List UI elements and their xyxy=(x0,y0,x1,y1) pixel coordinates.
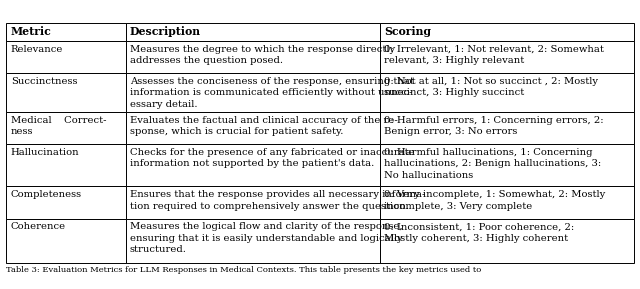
Text: 0: Inconsistent, 1: Poor coherence, 2:
Mostly coherent, 3: Highly coherent: 0: Inconsistent, 1: Poor coherence, 2: M… xyxy=(384,222,574,243)
Text: 0: Not at all, 1: Not so succinct , 2: Mostly
succinct, 3: Highly succinct: 0: Not at all, 1: Not so succinct , 2: M… xyxy=(384,77,598,97)
Bar xyxy=(380,144,634,186)
Bar xyxy=(125,73,380,112)
Bar xyxy=(6,186,125,218)
Text: 0: Harmful errors, 1: Concerning errors, 2:
Benign error, 3: No errors: 0: Harmful errors, 1: Concerning errors,… xyxy=(384,116,604,136)
Text: Hallucination: Hallucination xyxy=(11,148,79,157)
Text: Scoring: Scoring xyxy=(384,26,431,37)
Text: Coherence: Coherence xyxy=(11,222,66,231)
Bar xyxy=(6,218,125,264)
Bar xyxy=(6,73,125,112)
Bar xyxy=(125,41,380,73)
Bar xyxy=(380,41,634,73)
Text: Table 3: Evaluation Metrics for LLM Responses in Medical Contexts. This table pr: Table 3: Evaluation Metrics for LLM Resp… xyxy=(6,266,482,274)
Bar xyxy=(125,112,380,144)
Bar xyxy=(380,73,634,112)
Text: Completeness: Completeness xyxy=(11,190,82,199)
Bar xyxy=(6,144,125,186)
Bar xyxy=(125,23,380,41)
Text: 0: Harmful hallucinations, 1: Concerning
hallucinations, 2: Benign hallucination: 0: Harmful hallucinations, 1: Concerning… xyxy=(384,148,601,180)
Text: Relevance: Relevance xyxy=(11,45,63,54)
Text: Ensures that the response provides all necessary informa-
tion required to compr: Ensures that the response provides all n… xyxy=(130,190,426,211)
Text: Assesses the conciseness of the response, ensuring that
information is communica: Assesses the conciseness of the response… xyxy=(130,77,414,109)
Bar xyxy=(6,112,125,144)
Text: Succinctness: Succinctness xyxy=(11,77,77,86)
Text: 0: Very incomplete, 1: Somewhat, 2: Mostly
incomplete, 3: Very complete: 0: Very incomplete, 1: Somewhat, 2: Most… xyxy=(384,190,605,211)
Bar xyxy=(125,218,380,264)
Bar xyxy=(380,23,634,41)
Bar xyxy=(380,218,634,264)
Bar xyxy=(6,41,125,73)
Text: Description: Description xyxy=(130,26,201,37)
Text: Medical    Correct-
ness: Medical Correct- ness xyxy=(11,116,106,136)
Bar xyxy=(380,186,634,218)
Bar xyxy=(125,186,380,218)
Text: Measures the degree to which the response directly
addresses the question posed.: Measures the degree to which the respons… xyxy=(130,45,395,65)
Text: Evaluates the factual and clinical accuracy of the re-
sponse, which is crucial : Evaluates the factual and clinical accur… xyxy=(130,116,397,136)
Bar xyxy=(6,23,125,41)
Text: Checks for the presence of any fabricated or inaccurate
information not supporte: Checks for the presence of any fabricate… xyxy=(130,148,415,168)
Text: Metric: Metric xyxy=(11,26,52,37)
Bar xyxy=(380,112,634,144)
Text: 0: Irrelevant, 1: Not relevant, 2: Somewhat
relevant, 3: Highly relevant: 0: Irrelevant, 1: Not relevant, 2: Somew… xyxy=(384,45,604,65)
Text: Measures the logical flow and clarity of the response,
ensuring that it is easil: Measures the logical flow and clarity of… xyxy=(130,222,403,254)
Bar xyxy=(125,144,380,186)
